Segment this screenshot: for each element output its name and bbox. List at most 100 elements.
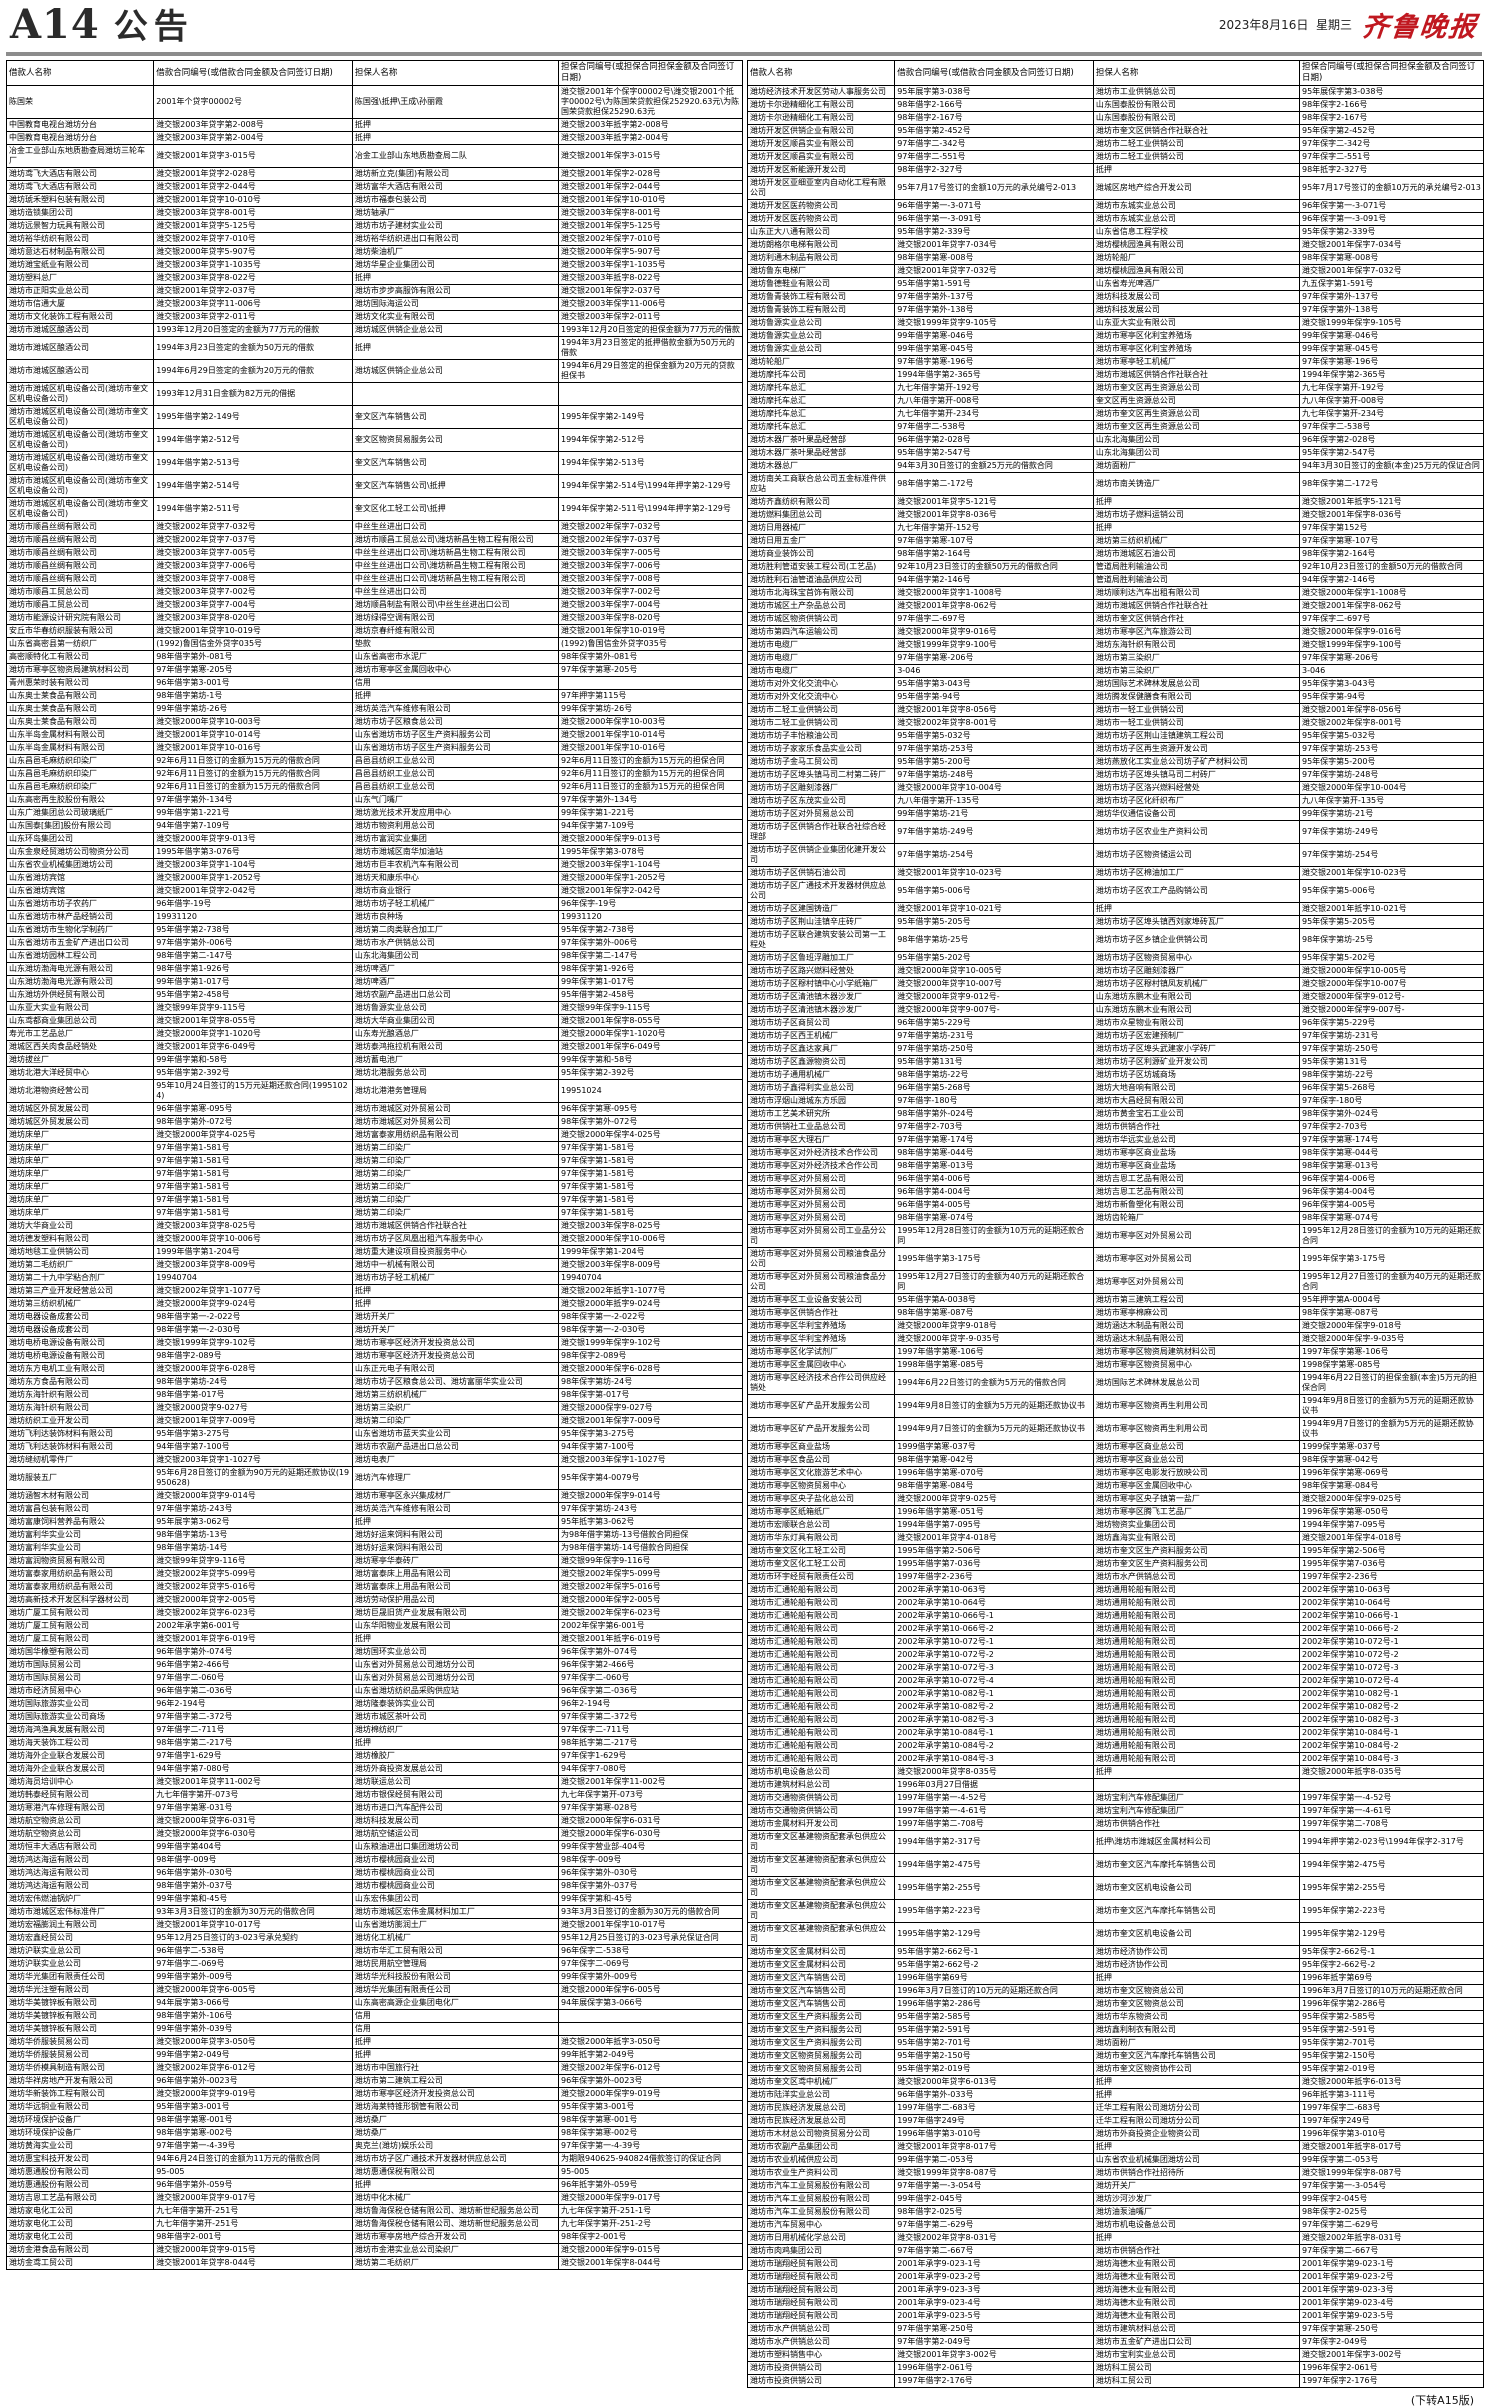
table-cell: 98年保字第寒-074号 — [1298, 1211, 1485, 1225]
table-cell: 2002年保字第10-082号-2 — [1298, 1700, 1485, 1714]
table-cell: 抵押 — [351, 689, 559, 703]
table-cell: 为98年借字第坊-13号借款合同担保 — [557, 1528, 744, 1542]
table-cell: 潍坊富泰家用纺织品有限公司 — [351, 1128, 559, 1142]
table-cell: 潍坊富泰床上用品有限公司 — [351, 1580, 559, 1594]
table-cell: 山东鸢都商业集团总公司 — [5, 1014, 155, 1028]
table-cell: 98年借字2-327号 — [894, 163, 1094, 177]
announcement-tables: 借款人名称 借款合同编号(或借款合同金额及合同签订日期) 担保人名称 担保合同编… — [0, 60, 1488, 2388]
table-row: 潍坊摩托车总汇 九七年借字第开-234号 潍坊市奎文区再生资源总公司 九七年保字第开-… — [746, 407, 1485, 421]
table-row: 潍坊开发区供销企业有限公司 95年借字第2-452号 潍坊市奎文区供销合作社联合社 9… — [746, 124, 1485, 138]
table-cell: 97年保字第寒-196号 — [1298, 355, 1485, 369]
table-cell: 96年借字第2-028号 — [894, 433, 1094, 447]
table-cell: 潍坊家电化工公司 — [5, 2204, 155, 2218]
table-row: 潍坊市潍城区机电设备公司(潍坊市奎文区机电设备公司) 1995年借字第2-149号… — [5, 405, 744, 429]
table-cell: 1996年借字第3-010号 — [894, 2127, 1094, 2141]
table-cell: 山东潍坊外供经贸有限公司 — [5, 988, 155, 1002]
table-cell: 1997年借字2-236号 — [894, 1570, 1094, 1584]
table-cell: 潍坊市坊子区物资储运公司 — [1092, 843, 1300, 867]
table-row: 潍坊市农业机械供应公司 99年借字第二-053号 山东省农业机械集团潍坊公司 99年保… — [746, 2153, 1485, 2167]
table-row: 潍坊市工艺美术研究所 98年借字第外-024号 潍坊市黄金宝石工业公司 98年保字第外… — [746, 1107, 1485, 1121]
table-cell: 潍交银2002年贷字5-016号 — [153, 1580, 353, 1594]
table-cell: 97年保字第152号 — [1298, 521, 1485, 535]
table-cell: 潍坊华仪通信设备公司 — [1092, 807, 1300, 821]
table-cell: 潍坊市坊子区棉油加工厂 — [1092, 866, 1300, 880]
table-cell: 潍坊物资实业集团公司 — [1092, 1518, 1300, 1532]
table-cell: 潍坊飞利达装饰材料有限公司 — [5, 1440, 155, 1454]
table-cell: 九七年保字第开-251-2号 — [557, 2217, 744, 2231]
table-cell: 昌邑县纺织工业总公司 — [351, 780, 559, 794]
table-row: 潍坊市经济贸易中心 96年借字第二-036号 山东省潍坊纺织品采购供应站 96年保字第… — [5, 1684, 744, 1698]
table-cell: 潍坊市水产供销总公司 — [1092, 1570, 1300, 1584]
table-row: 潍坊开发区医药物资公司 96年借字第一-3-091号 潍坊市东城实业总公司 96年保字… — [746, 212, 1485, 226]
table-cell: 潍坊中化木械厂 — [351, 2191, 559, 2205]
table-cell: 99年借字2-045号 — [894, 2192, 1094, 2206]
table-cell: 潍交银2000年贷字-9-035号 — [894, 1332, 1094, 1346]
table-cell: 潍坊鲁源实业总公司 — [746, 329, 896, 343]
table-cell: 潍交银2000年贷字10-006号 — [153, 1232, 353, 1246]
table-cell: 2002年保字第10-072号-3 — [1298, 1661, 1485, 1675]
table-cell: 潍坊市寒亭区经济开发投资总公司 — [351, 2087, 559, 2101]
table-cell: 99年借字第寒-045号 — [894, 342, 1094, 356]
table-cell: 潍交银2000年贷字9-025号 — [894, 1492, 1094, 1506]
table-cell: 潍坊吉恩工艺品有限公司 — [1092, 1172, 1300, 1186]
table-row: 陈国荣 2001年个贷字00002号 陈国强\抵押\王成\孙丽霞 潍交银2001年个保… — [5, 85, 744, 119]
table-cell: 潍交银2000年贷字1-1020号 — [153, 1027, 353, 1041]
table-cell: 潍坊市寒亭区金属回收中心 — [351, 663, 559, 677]
table-cell: 潍坊摩托车总汇 — [746, 381, 896, 395]
table-cell: 潍交银2000年贷字6-005号 — [153, 1983, 353, 1997]
table-cell: 97年保字2-049号 — [1298, 2335, 1485, 2349]
table-cell: (1992)鲁国信金外贷字035号 — [557, 637, 744, 651]
table-cell: 潍交银2002年抵字8-031号 — [1298, 2231, 1485, 2245]
table-cell: 潍坊寒亭华泰砖厂 — [351, 1554, 559, 1568]
table-cell: 潍交银2002年保字5-016号 — [557, 1580, 744, 1594]
table-row: 潍坊市坊子区商贸公司 96年借字第5-229号 潍坊市众星物业有限公司 96年保字第5… — [746, 1016, 1485, 1030]
table-cell: 抵押 — [1092, 1971, 1300, 1985]
table-cell: 潍交银2000年保字9-019号 — [557, 2087, 744, 2101]
table-cell: 潍交银2003年保字8-009号 — [557, 1258, 744, 1272]
date: 2023年8月16日 — [1218, 18, 1309, 32]
table-cell: 山东省对外贸易总公司潍坊分公司 — [351, 1671, 559, 1685]
table-cell: 潍交银2001年保字11-002号 — [557, 1775, 744, 1789]
table-cell: 95年借字第131号 — [894, 1055, 1094, 1069]
table-cell: 1994年借字第2-513号 — [153, 451, 353, 475]
table-cell: 潍交银1999年贷字9-105号 — [894, 316, 1094, 330]
table-cell: 潍坊惠通股份有限公司 — [5, 2178, 155, 2192]
table-row: 山东省潍坊宾馆 潍交银2001年贷字2-042号 潍坊市商业银行 潍交银2001年保字… — [5, 884, 744, 898]
table-cell: 山东环岛集团公司 — [5, 832, 155, 846]
table-cell: 95年保字第5-032号 — [1298, 729, 1485, 743]
table-cell: 潍交银2001年贷字2-028号 — [153, 167, 353, 181]
table-cell: 97年保字二-538号 — [1298, 420, 1485, 434]
table-cell: 山东省潍坊纺织品采购供应站 — [351, 1684, 559, 1698]
table-row: 潍坊市华东灯具有限公司 潍交银2001年贷字4-018号 潍坊鑫海实业有限公司 潍交银… — [746, 1531, 1485, 1545]
table-cell: 98年借字第坊-14号 — [153, 1541, 353, 1555]
table-cell: 98年借字2-001号 — [153, 2230, 353, 2244]
table-row: 潍坊潍宝纸业有限公司 潍交银2003年贷字1-1035号 潍坊华星企业集团公司 潍交银… — [5, 258, 744, 272]
table-cell: 潍坊重大建设项目投资服务中心 — [351, 1245, 559, 1259]
table-cell: 潍坊寒亭区对外贸易公司 — [1092, 1270, 1300, 1294]
table-cell: 96年保字第5-268号 — [1298, 1081, 1485, 1095]
table-cell: 94年保字第7-100号 — [557, 1440, 744, 1454]
table-cell: 潍交银2003年贷字11-006号 — [153, 297, 353, 311]
table-cell: 潍坊市奎文区汽车销售公司 — [746, 1997, 896, 2011]
table-cell: 冶金工业部山东地质勘查局二队 — [351, 144, 559, 168]
table-cell: 潍坊市汇通轮船有限公司 — [746, 1713, 896, 1727]
table-row: 潍坊市寒亭区矿产品开发服务公司 1994年9月8日签订的金额为5万元的延期还款协议… — [746, 1394, 1485, 1418]
table-cell: 潍坊航空物资总公司 — [5, 1827, 155, 1841]
table-cell: 潍坊市银保经贸有限公司 — [351, 1788, 559, 1802]
table-row: 潍坊城区外贸发展公司 98年借字第外-072号 潍坊市潍城区对外贸易公司 98年保字第… — [5, 1115, 744, 1129]
table-cell: 95年保字第5-205号 — [1298, 915, 1485, 929]
table-row: 潍坊富康饲料营养品有限公 95年展字第3-062号 抵押 95年抵字第3-062号 — [5, 1515, 744, 1529]
table-cell: 97年借字第寒-196号 — [894, 355, 1094, 369]
table-cell: 潍坊富泰家用纺织品有限公司 — [5, 1567, 155, 1581]
table-cell: 潍坊市坊子区供销石油公司 — [746, 866, 896, 880]
table-cell: 95-005 — [153, 2165, 353, 2179]
table-cell — [1298, 1778, 1485, 1792]
table-cell: 潍坊市坊子轻工机械厂 — [351, 897, 559, 911]
table-row: 潍坊宏鑫经贸公司 95年12月25日签订的3-023号承兑契约 潍坊化工机械厂 95年… — [5, 1931, 744, 1945]
table-row: 潍坊市汇通轮船有限公司 2002年承字第10-084号-2 潍坊通用轮船有限公司 20… — [746, 1739, 1485, 1753]
table-cell: 潍坊城区外贸发展公司 — [5, 1115, 155, 1129]
table-row: 潍坊鲁德鞋业有限公司 95年借字第1-591号 山东省寿光啤酒厂 九五保字第1-591… — [746, 277, 1485, 291]
table-cell: 潍交银2001年贷字10-023号 — [894, 866, 1094, 880]
table-cell: 96年2-194号 — [153, 1697, 353, 1711]
